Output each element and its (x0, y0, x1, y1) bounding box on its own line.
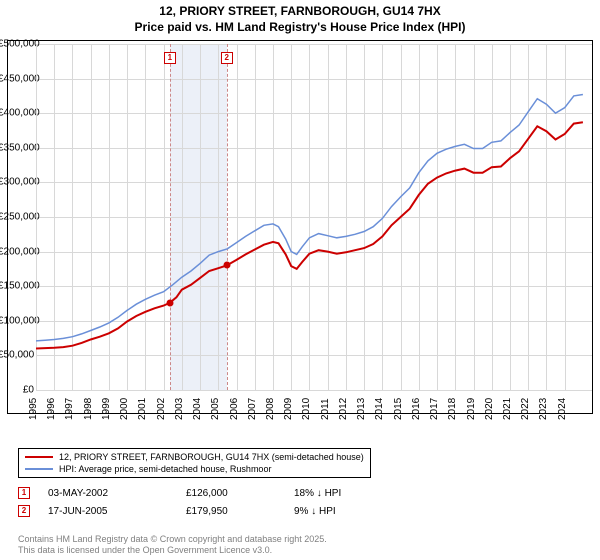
legend-swatch (25, 468, 53, 470)
x-tick-label: 2015 (393, 398, 404, 420)
legend-row: HPI: Average price, semi-detached house,… (25, 463, 364, 475)
x-tick-label: 2019 (466, 398, 477, 420)
x-tick-label: 1997 (64, 398, 75, 420)
x-tick-label: 2014 (374, 398, 385, 420)
y-tick-label: £150,000 (0, 281, 34, 292)
legend-label: HPI: Average price, semi-detached house,… (59, 464, 271, 474)
x-tick-label: 2012 (338, 398, 349, 420)
x-tick-label: 2018 (447, 398, 458, 420)
x-tick-label: 2011 (320, 398, 331, 420)
legend: 12, PRIORY STREET, FARNBOROUGH, GU14 7HX… (18, 448, 371, 478)
sales-row-price: £179,950 (186, 506, 276, 517)
x-tick-label: 2002 (156, 398, 167, 420)
x-tick-label: 2007 (247, 398, 258, 420)
chart-title: 12, PRIORY STREET, FARNBOROUGH, GU14 7HX… (0, 0, 600, 35)
x-tick-label: 2003 (174, 398, 185, 420)
y-tick-label: £400,000 (0, 108, 34, 119)
x-tick-label: 2016 (411, 398, 422, 420)
x-tick-label: 1996 (46, 398, 57, 420)
sales-row-pct: 9% ↓ HPI (294, 506, 384, 517)
sales-row-price: £126,000 (186, 488, 276, 499)
y-tick-label: £200,000 (0, 246, 34, 257)
y-tick-label: £450,000 (0, 73, 34, 84)
x-tick-label: 2004 (192, 398, 203, 420)
x-tick-label: 2017 (429, 398, 440, 420)
y-tick-label: £500,000 (0, 39, 34, 50)
sale-point (223, 262, 230, 269)
footnote-line-2: This data is licensed under the Open Gov… (18, 545, 327, 556)
x-tick-label: 2009 (283, 398, 294, 420)
sales-row-marker: 2 (18, 505, 30, 517)
y-tick-label: £0 (0, 385, 34, 396)
x-tick-label: 2024 (557, 398, 568, 420)
x-tick-label: 2000 (119, 398, 130, 420)
chart-svg (36, 44, 592, 390)
title-line-1: 12, PRIORY STREET, FARNBOROUGH, GU14 7HX (0, 4, 600, 20)
sales-row-date: 17-JUN-2005 (48, 506, 168, 517)
title-line-2: Price paid vs. HM Land Registry's House … (0, 20, 600, 36)
x-tick-label: 2005 (210, 398, 221, 420)
y-tick-label: £250,000 (0, 212, 34, 223)
y-tick-label: £350,000 (0, 142, 34, 153)
footnote: Contains HM Land Registry data © Crown c… (18, 534, 327, 557)
sales-row: 2 17-JUN-2005 £179,950 9% ↓ HPI (18, 502, 384, 520)
x-tick-label: 2010 (301, 398, 312, 420)
legend-swatch (25, 456, 53, 458)
legend-row: 12, PRIORY STREET, FARNBOROUGH, GU14 7HX… (25, 451, 364, 463)
footnote-line-1: Contains HM Land Registry data © Crown c… (18, 534, 327, 545)
x-tick-label: 1999 (101, 398, 112, 420)
legend-label: 12, PRIORY STREET, FARNBOROUGH, GU14 7HX… (59, 452, 364, 462)
sale-point (166, 299, 173, 306)
x-tick-label: 2022 (520, 398, 531, 420)
series-property (36, 122, 583, 348)
x-tick-label: 1998 (83, 398, 94, 420)
gridline (36, 390, 592, 391)
x-tick-label: 2013 (356, 398, 367, 420)
x-tick-label: 2021 (502, 398, 513, 420)
line-chart: £0£50,000£100,000£150,000£200,000£250,00… (36, 44, 592, 390)
sales-data-table: 1 03-MAY-2002 £126,000 18% ↓ HPI 2 17-JUN-200… (18, 484, 384, 520)
x-tick-label: 2023 (538, 398, 549, 420)
x-tick-label: 2020 (484, 398, 495, 420)
sales-row: 1 03-MAY-2002 £126,000 18% ↓ HPI (18, 484, 384, 502)
y-tick-label: £100,000 (0, 315, 34, 326)
sales-row-marker: 1 (18, 487, 30, 499)
y-tick-label: £300,000 (0, 177, 34, 188)
x-tick-label: 2006 (229, 398, 240, 420)
x-tick-label: 1995 (28, 398, 39, 420)
sales-row-pct: 18% ↓ HPI (294, 488, 384, 499)
sales-row-date: 03-MAY-2002 (48, 488, 168, 499)
series-hpi (36, 95, 583, 341)
x-tick-label: 2001 (137, 398, 148, 420)
sale-marker-box: 1 (164, 52, 176, 64)
x-tick-label: 2008 (265, 398, 276, 420)
y-tick-label: £50,000 (0, 350, 34, 361)
sale-marker-box: 2 (221, 52, 233, 64)
